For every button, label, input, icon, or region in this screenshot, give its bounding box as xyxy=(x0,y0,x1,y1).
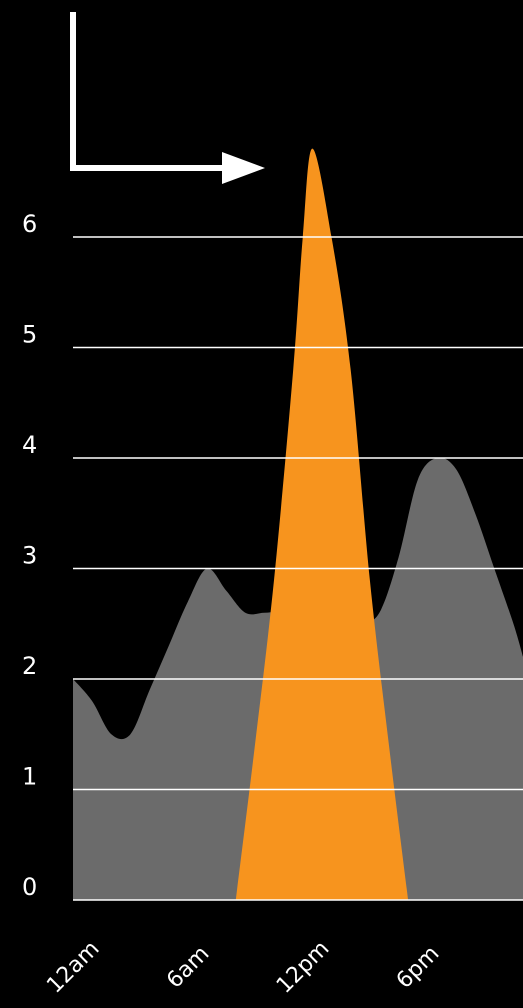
chart-areas xyxy=(73,148,523,901)
gridlines xyxy=(73,236,523,901)
y-tick-label: 6 xyxy=(22,210,37,238)
corner-arrow-icon xyxy=(70,12,265,184)
x-tick-label: 6pm xyxy=(392,941,445,994)
y-tick-label: 0 xyxy=(22,873,37,901)
y-tick-label: 3 xyxy=(22,542,37,570)
y-tick-labels: 0 1 2 3 4 5 6 xyxy=(22,210,37,901)
y-tick-label: 2 xyxy=(22,652,37,680)
x-tick-labels: 12am 6am 12pm 6pm xyxy=(42,936,444,999)
y-tick-label: 5 xyxy=(22,321,37,349)
x-tick-label: 6am xyxy=(162,941,214,993)
y-tick-label: 1 xyxy=(22,763,37,791)
area-series-2 xyxy=(235,148,409,901)
x-tick-label: 12am xyxy=(42,936,104,998)
y-tick-label: 4 xyxy=(22,431,37,459)
x-tick-label: 12pm xyxy=(272,936,335,999)
